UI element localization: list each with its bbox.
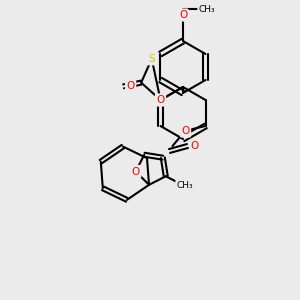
Text: O: O — [182, 126, 190, 136]
Text: O: O — [190, 141, 199, 151]
Text: O: O — [179, 10, 187, 20]
Text: O: O — [132, 167, 140, 176]
Text: O: O — [156, 95, 165, 105]
Text: O: O — [126, 81, 135, 92]
Text: S: S — [148, 54, 155, 64]
Text: CH₃: CH₃ — [177, 181, 193, 190]
Text: CH₃: CH₃ — [199, 4, 215, 14]
